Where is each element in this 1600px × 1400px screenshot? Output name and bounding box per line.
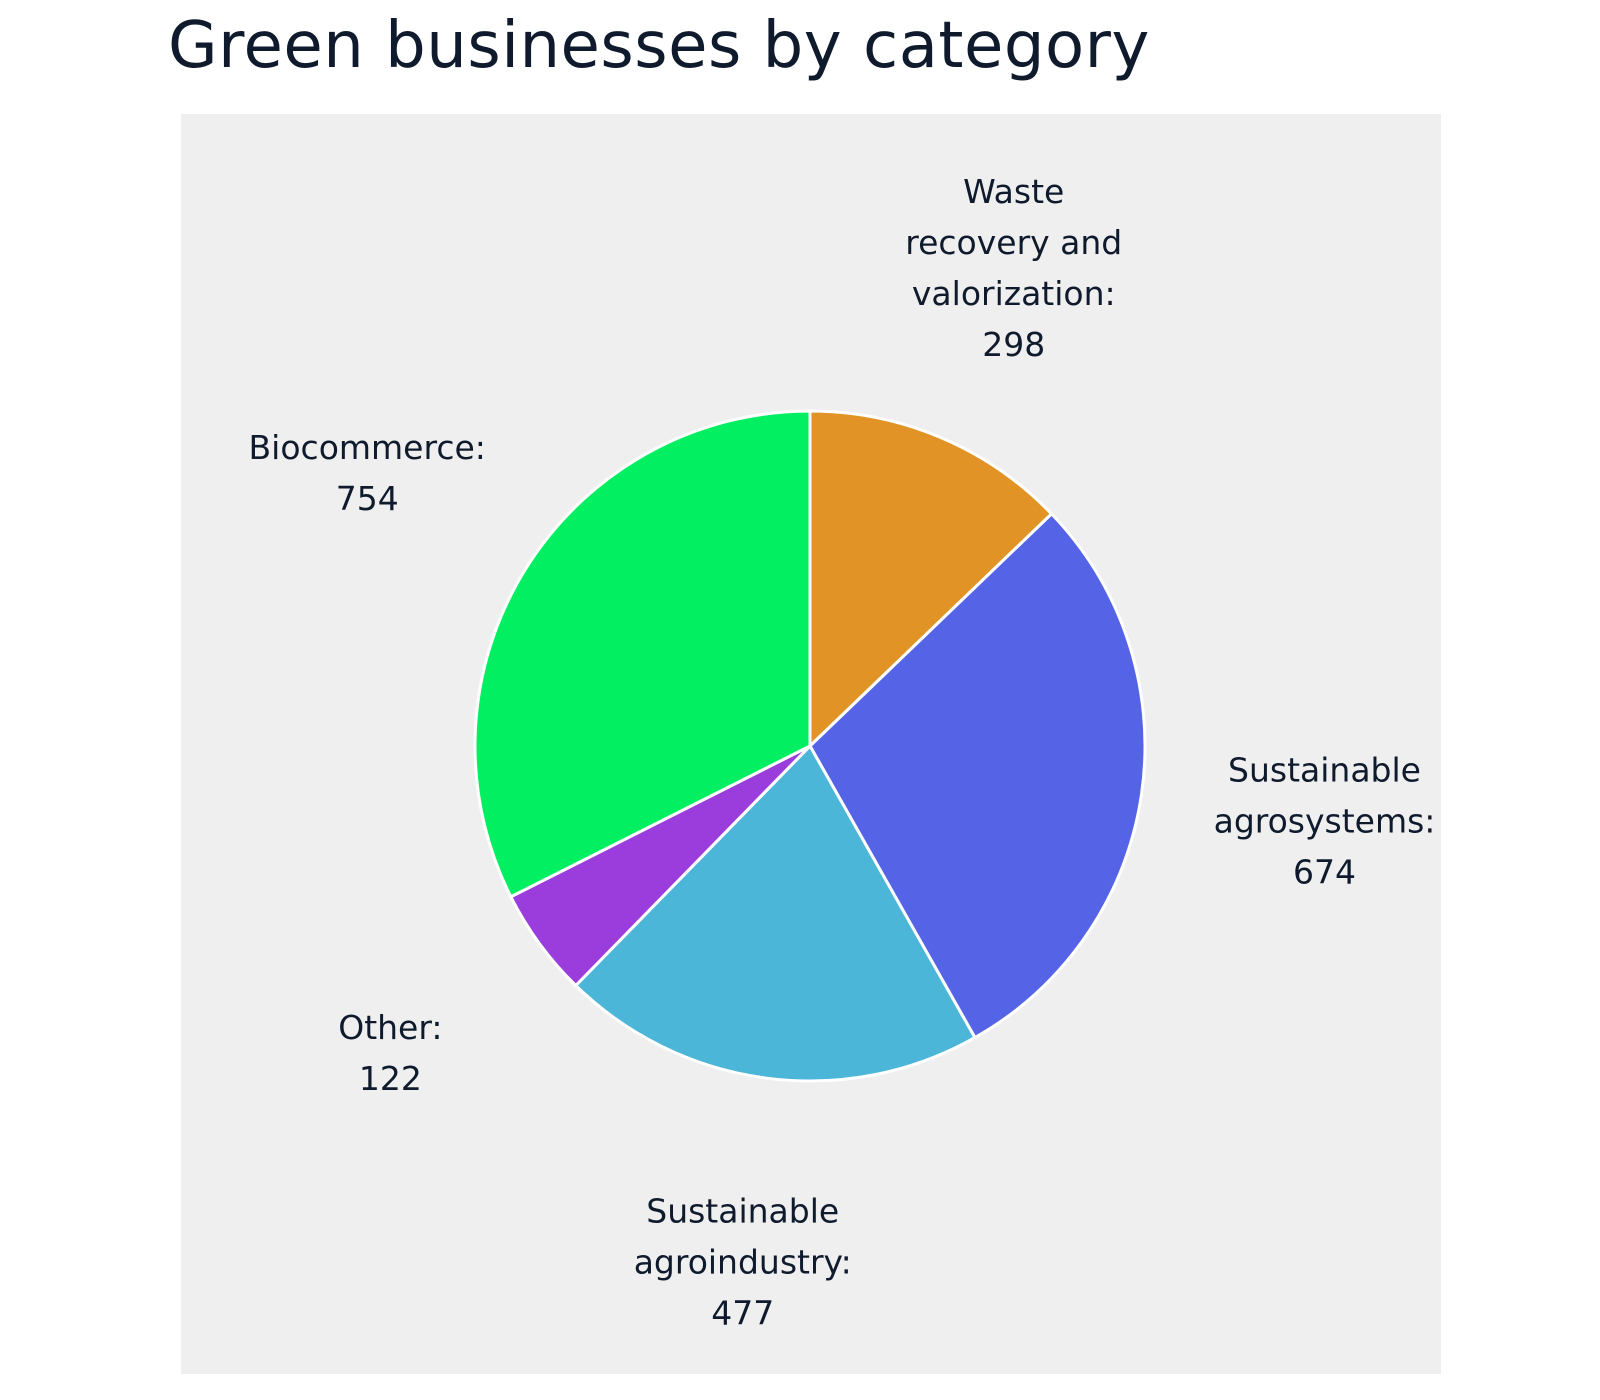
slice-label-line: Waste bbox=[963, 171, 1065, 211]
slice-label-0: Waste recovery and valorization: 298 bbox=[905, 166, 1122, 370]
slice-label-line: valorization: bbox=[911, 273, 1116, 313]
slice-value: 477 bbox=[711, 1293, 775, 1333]
slice-label-line: recovery and bbox=[905, 222, 1123, 262]
slice-value: 754 bbox=[335, 479, 399, 519]
pie-slice-2 bbox=[574, 744, 977, 1083]
slice-value: 122 bbox=[358, 1059, 422, 1099]
slice-label-2: Sustainable agroindustry: 477 bbox=[634, 1185, 852, 1338]
pie-slice-1 bbox=[808, 512, 1147, 1040]
slice-label-line: agrosystems: bbox=[1213, 801, 1436, 841]
slice-label-line: agroindustry: bbox=[633, 1242, 852, 1282]
slice-label-line: Biocommerce: bbox=[248, 428, 486, 468]
slice-label-line: Other: bbox=[338, 1008, 443, 1048]
slice-label-3: Other: 122 bbox=[338, 1002, 442, 1104]
slice-label-4: Biocommerce: 754 bbox=[249, 422, 486, 524]
slice-value: 674 bbox=[1293, 852, 1357, 892]
slice-label-line: Sustainable bbox=[646, 1191, 840, 1231]
chart-title: Green businesses by category bbox=[168, 9, 1150, 83]
pie-slice-0 bbox=[808, 409, 1054, 748]
slice-value: 298 bbox=[982, 324, 1046, 364]
slice-label-line: Sustainable bbox=[1228, 750, 1421, 790]
slice-label-1: Sustainable agrosystems: 674 bbox=[1214, 745, 1436, 898]
pie-slice-4 bbox=[473, 409, 812, 899]
